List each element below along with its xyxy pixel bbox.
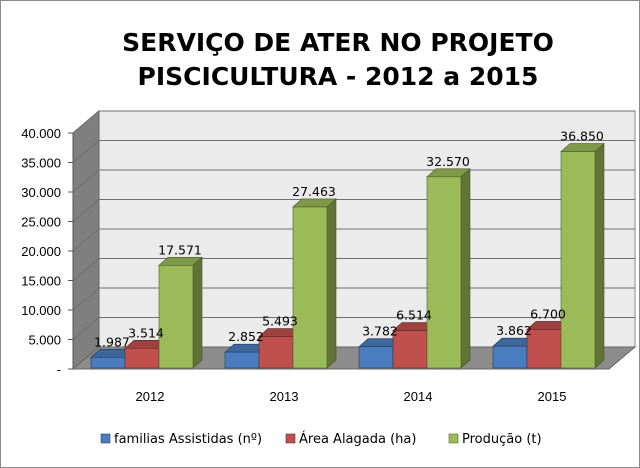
data-label: 32.570 xyxy=(426,154,470,169)
y-tick-label: 10.000 xyxy=(21,303,61,318)
y-tick-label: 20.000 xyxy=(21,244,61,259)
bars xyxy=(90,142,605,369)
x-tick-label: 2014 xyxy=(404,389,433,404)
gridline xyxy=(72,110,635,134)
bar xyxy=(358,346,394,369)
y-tick-label: 40.000 xyxy=(21,126,61,141)
gridline xyxy=(72,140,635,163)
legend-item-label: Área Alagada (ha) xyxy=(299,431,416,447)
data-label: 3.782 xyxy=(362,324,398,339)
bar xyxy=(560,151,596,369)
bar xyxy=(292,206,328,369)
data-label: 3.514 xyxy=(128,325,164,340)
data-label: 3.862 xyxy=(496,323,532,338)
x-tick-label: 2015 xyxy=(538,389,567,404)
data-label: 36.850 xyxy=(560,129,604,144)
x-axis: 2012 2013 2014 2015 xyxy=(136,389,567,404)
bar-side xyxy=(594,142,605,369)
bar xyxy=(90,356,126,369)
y-tick-label: 30.000 xyxy=(21,185,61,200)
y-axis: - 5.000 10.000 15.000 20.000 25.000 30.000 35.0… xyxy=(21,126,74,377)
bar-side xyxy=(326,198,337,369)
data-label: 2.852 xyxy=(228,329,264,344)
data-label: 6.700 xyxy=(530,306,566,321)
x-tick-label: 2012 xyxy=(136,389,165,404)
bar xyxy=(526,329,562,369)
legend-swatch xyxy=(285,433,296,444)
data-label: 6.514 xyxy=(396,308,432,323)
y-tick-label: 15.000 xyxy=(21,274,61,289)
legend-swatch xyxy=(100,433,111,444)
bar xyxy=(224,351,260,369)
legend-item-label: Produção (t) xyxy=(462,432,542,447)
chart-title: SERVIÇO DE ATER NO PROJETO PISCICULTURA … xyxy=(122,28,554,91)
bar xyxy=(426,176,462,369)
bar xyxy=(158,265,194,369)
y-tick-label: 35.000 xyxy=(21,156,61,171)
bar-side xyxy=(192,256,203,369)
y-tick-label: 5.000 xyxy=(28,333,61,348)
bar xyxy=(492,345,528,369)
data-label: 17.571 xyxy=(158,242,202,257)
data-label: 27.463 xyxy=(292,184,336,199)
chart-title-line-1: SERVIÇO DE ATER NO PROJETO xyxy=(122,28,554,57)
bar xyxy=(392,330,428,369)
bar-side xyxy=(460,168,471,369)
bar xyxy=(124,347,160,369)
legend: familias Assistidas (nº) Área Alagada (ha… xyxy=(100,431,542,447)
data-label: 1.987 xyxy=(94,334,130,349)
x-tick-label: 2013 xyxy=(270,389,299,404)
data-label: 5.493 xyxy=(262,314,298,329)
legend-item-label: familias Assistidas (nº) xyxy=(114,432,262,447)
legend-swatch xyxy=(448,433,459,444)
bar xyxy=(258,336,294,369)
chart-title-line-2: PISCICULTURA - 2012 a 2015 xyxy=(138,62,539,91)
y-tick-label: 25.000 xyxy=(21,215,61,230)
y-tick-label: - xyxy=(57,362,61,377)
